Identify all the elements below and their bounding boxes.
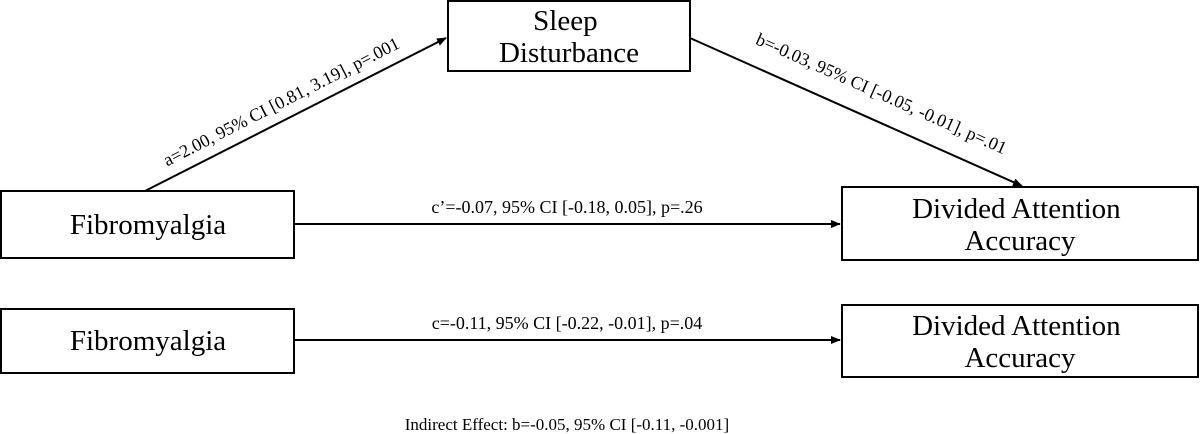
svg-text:Sleep Disturbance: Sleep Disturbance: [499, 5, 639, 69]
predictor-label-bottom: Fibromyalgia: [70, 325, 226, 357]
outcome-label-bottom-line-1: Divided Attention: [912, 310, 1121, 342]
predictor-label-top: Fibromyalgia: [70, 209, 226, 241]
svg-text:Divided Attention Accura: Divided Attention Accuracy: [912, 193, 1128, 257]
mediator-label-line-2: Disturbance: [499, 37, 639, 69]
mediator-label-line-1: Sleep: [533, 5, 597, 37]
svg-text:Divided Attention Accura: Divided Attention Accuracy: [912, 310, 1128, 374]
path-a-label: a=2.00, 95% CI [0.81, 3.19], p=.001: [160, 33, 403, 170]
outcome-label-top-line-1: Divided Attention: [912, 193, 1121, 225]
outcome-label-bottom-line-2: Accuracy: [964, 342, 1076, 374]
predictor-box-bottom: Fibromyalgia: [0, 308, 295, 374]
path-b-label: b=-0.03, 95% CI [-0.05, -0.01], p=.01: [753, 29, 1010, 158]
outcome-label-top-line-2: Accuracy: [964, 225, 1076, 257]
svg-text:Fibromyalgia: Fibromyalgia: [70, 325, 226, 357]
path-a-arrow: [144, 37, 447, 192]
mediator-box: Sleep Disturbance: [447, 0, 691, 72]
path-b-arrow: [689, 37, 1023, 187]
path-c-prime-label: c’=-0.07, 95% CI [-0.18, 0.05], p=.26: [431, 197, 702, 217]
outcome-box-top: Divided Attention Accuracy: [841, 186, 1199, 261]
indirect-effect-label: Indirect Effect: b=-0.05, 95% CI [-0.11,…: [405, 415, 729, 434]
svg-text:Fibromyalgia: Fibromyalgia: [70, 209, 226, 241]
path-c-label: c=-0.11, 95% CI [-0.22, -0.01], p=.04: [432, 313, 703, 333]
outcome-box-bottom: Divided Attention Accuracy: [841, 304, 1199, 378]
predictor-box-top: Fibromyalgia: [0, 190, 295, 259]
